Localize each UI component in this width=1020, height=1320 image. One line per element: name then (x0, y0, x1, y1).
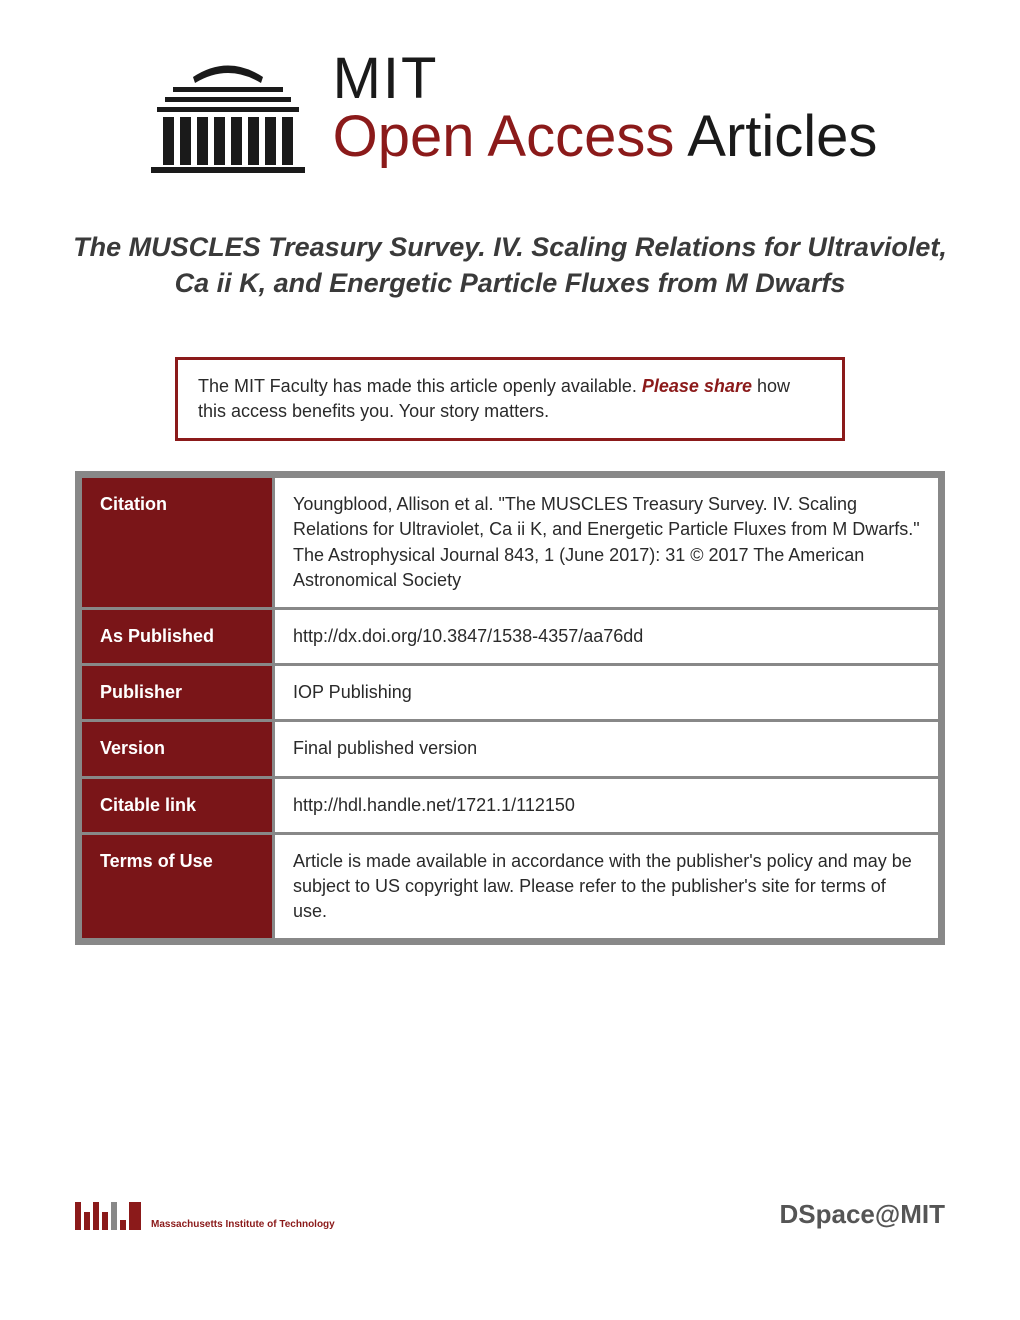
info-prefix: The MIT Faculty has made this article op… (198, 376, 642, 396)
logo-text: MIT Open Access Articles (333, 50, 878, 174)
dspace-label[interactable]: DSpace@MIT (780, 1199, 946, 1230)
mit-bars-icon (75, 1202, 141, 1230)
building-icon (143, 59, 313, 174)
open-access-label: Open Access Articles (333, 108, 878, 166)
meta-label: Terms of Use (82, 835, 272, 939)
meta-value: IOP Publishing (275, 666, 938, 719)
meta-label: Version (82, 722, 272, 775)
meta-value: Final published version (275, 722, 938, 775)
table-row: Citable linkhttp://hdl.handle.net/1721.1… (82, 779, 938, 832)
meta-value: Article is made available in accordance … (275, 835, 938, 939)
meta-value: http://dx.doi.org/10.3847/1538-4357/aa76… (275, 610, 938, 663)
table-row: Terms of UseArticle is made available in… (82, 835, 938, 939)
footer: Massachusetts Institute of Technology DS… (75, 1199, 945, 1230)
meta-label: As Published (82, 610, 272, 663)
table-row: VersionFinal published version (82, 722, 938, 775)
meta-label: Citable link (82, 779, 272, 832)
mit-footer-text: Massachusetts Institute of Technology (151, 1219, 335, 1230)
mit-footer-logo: Massachusetts Institute of Technology (75, 1202, 335, 1230)
share-link[interactable]: Please share (642, 376, 752, 396)
metadata-table: CitationYoungblood, Allison et al. "The … (75, 471, 945, 945)
mit-label: MIT (333, 50, 878, 108)
meta-label: Citation (82, 478, 272, 607)
table-row: As Publishedhttp://dx.doi.org/10.3847/15… (82, 610, 938, 663)
header-logo: MIT Open Access Articles (0, 0, 1020, 174)
article-title: The MUSCLES Treasury Survey. IV. Scaling… (0, 174, 1020, 302)
table-row: PublisherIOP Publishing (82, 666, 938, 719)
share-info-box: The MIT Faculty has made this article op… (175, 357, 845, 441)
meta-label: Publisher (82, 666, 272, 719)
table-row: CitationYoungblood, Allison et al. "The … (82, 478, 938, 607)
meta-value: Youngblood, Allison et al. "The MUSCLES … (275, 478, 938, 607)
meta-value: http://hdl.handle.net/1721.1/112150 (275, 779, 938, 832)
